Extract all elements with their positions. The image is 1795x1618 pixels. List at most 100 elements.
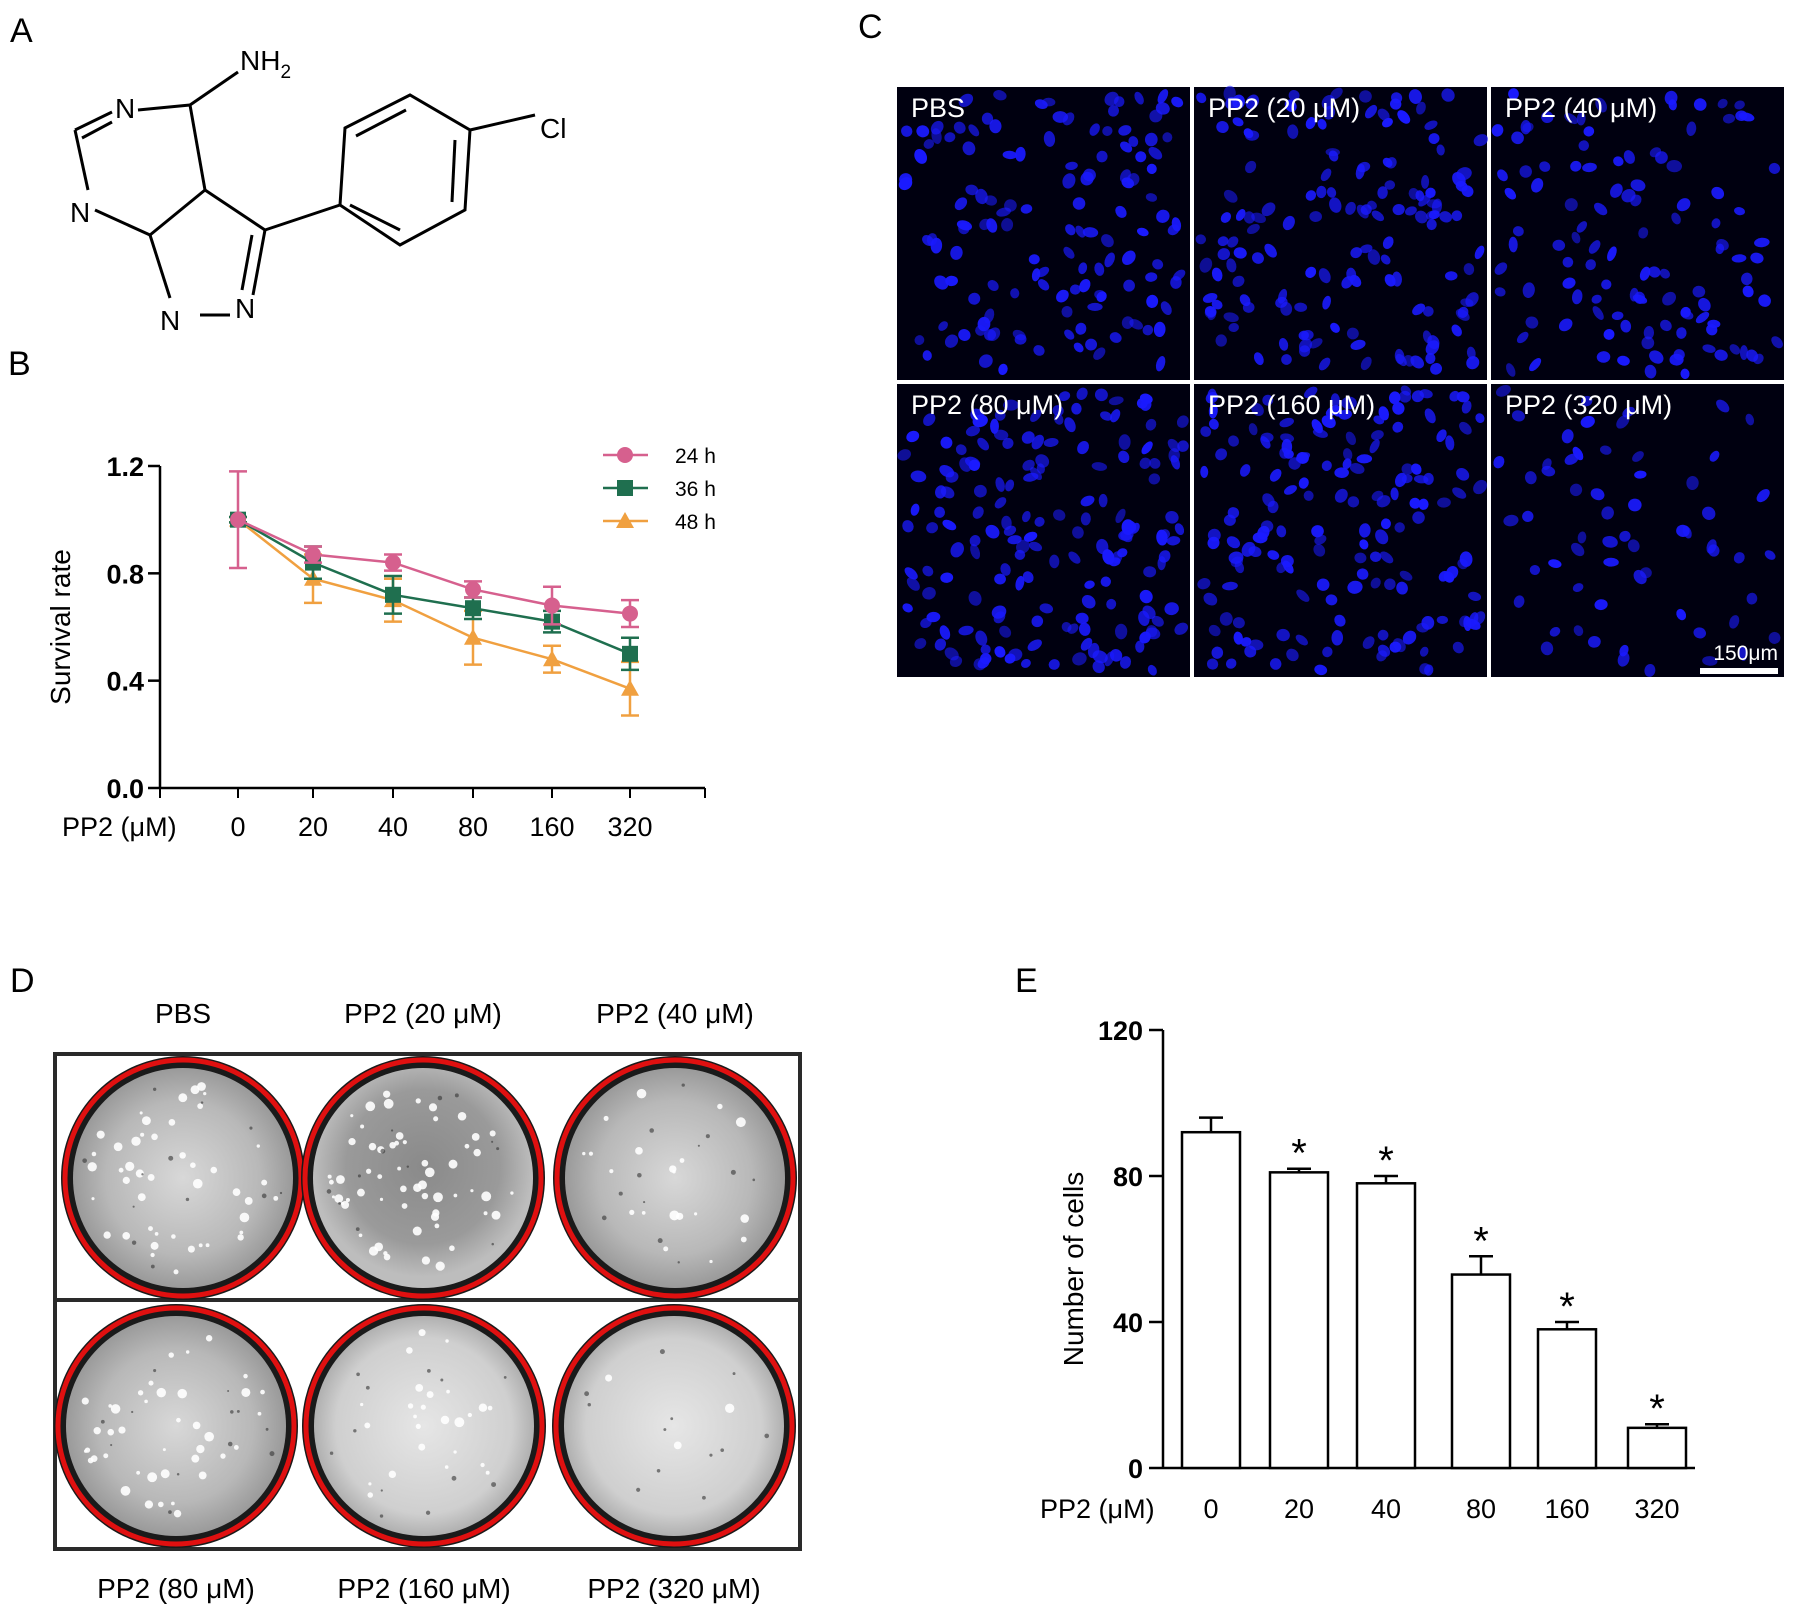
nucleus — [1072, 197, 1086, 210]
nucleus — [958, 222, 970, 235]
colony — [108, 1404, 112, 1408]
nucleus — [1109, 649, 1123, 662]
colony — [136, 1470, 141, 1475]
dish-well — [66, 1316, 286, 1536]
debris — [637, 1172, 642, 1178]
nucleus — [1350, 247, 1363, 259]
colony — [171, 1501, 175, 1506]
nucleus — [1733, 552, 1745, 564]
nucleus — [968, 124, 980, 137]
nucleus — [1233, 247, 1247, 259]
nucleus — [1422, 306, 1434, 317]
nucleus — [1146, 294, 1159, 309]
debris — [454, 1093, 459, 1098]
nucleus — [1738, 112, 1755, 122]
nucleus — [1174, 622, 1189, 635]
data-point — [544, 597, 560, 614]
x-axis-label: PP2 (μM) — [1040, 1494, 1155, 1524]
nucleus — [1416, 622, 1429, 633]
data-point — [464, 628, 482, 645]
legend-marker — [617, 447, 633, 463]
debris — [185, 1197, 190, 1202]
debris — [663, 1428, 667, 1432]
atom-n7: N — [160, 305, 180, 336]
nucleus — [1461, 185, 1474, 198]
nucleus — [1405, 206, 1417, 216]
nucleus — [1316, 578, 1330, 591]
nucleus — [1162, 132, 1173, 143]
data-point — [621, 679, 639, 696]
colony — [345, 1198, 350, 1203]
nucleus — [985, 524, 1000, 539]
nucleus — [1399, 570, 1413, 581]
nucleus — [1412, 303, 1426, 316]
nucleus — [1043, 437, 1059, 447]
micrograph-tile: PP2 (40 μM) — [1491, 87, 1784, 380]
nucleus — [981, 112, 994, 125]
nucleus — [1043, 131, 1056, 147]
dish — [61, 1056, 305, 1300]
y-tick-label: 0 — [1128, 1454, 1143, 1484]
debris — [200, 1101, 204, 1104]
nucleus — [1741, 272, 1753, 286]
nucleus — [1171, 96, 1184, 108]
cell-count-bar-chart: 0 40 80 120 0 * 20 * 40 * 80 * 160 * 320 PP2 (μM) Number… — [1040, 1016, 1695, 1524]
colony — [120, 1485, 131, 1496]
nucleus — [1276, 525, 1287, 538]
colony — [220, 1453, 226, 1459]
nucleus — [1456, 467, 1470, 481]
debris — [752, 1178, 756, 1182]
nucleus — [1305, 190, 1317, 201]
panel-letter-c: C — [858, 8, 883, 46]
nucleus — [1323, 105, 1336, 120]
nucleus — [1176, 415, 1189, 428]
nucleus — [1424, 120, 1438, 130]
nucleus — [1076, 387, 1088, 400]
nucleus — [965, 184, 979, 196]
nucleus — [1065, 161, 1078, 171]
debris — [150, 1264, 155, 1269]
colony — [481, 1191, 492, 1202]
debris — [427, 1369, 431, 1373]
colony — [257, 1411, 262, 1416]
nucleus — [1223, 514, 1236, 526]
nucleus — [1122, 250, 1136, 266]
colony — [110, 1404, 121, 1414]
atom-nh2: NH2 — [240, 45, 291, 83]
nucleus — [1519, 165, 1532, 178]
nucleus — [1475, 413, 1485, 424]
colony — [358, 1233, 363, 1238]
colony — [162, 1448, 166, 1452]
nucleus — [1426, 199, 1442, 209]
nucleus — [1276, 562, 1287, 574]
nucleus — [980, 644, 991, 655]
nucleus — [1360, 356, 1372, 371]
nucleus — [1371, 210, 1385, 222]
nucleus — [1118, 529, 1134, 541]
dish-label: PP2 (20 μM) — [344, 998, 502, 1029]
nucleus — [1085, 338, 1098, 351]
nucleus — [1244, 645, 1257, 658]
colony — [210, 1166, 218, 1174]
nucleus — [1338, 409, 1352, 420]
micrograph-tile: PP2 (160 μM) — [1194, 384, 1488, 677]
nucleus — [934, 506, 945, 518]
debris — [601, 1215, 607, 1221]
x-tick-label: 320 — [1634, 1494, 1679, 1524]
colony — [131, 1136, 141, 1146]
nucleus — [1649, 350, 1664, 364]
nucleus — [1282, 215, 1295, 231]
debris — [681, 1083, 685, 1087]
nucleus — [1052, 111, 1069, 123]
colony — [582, 1151, 586, 1156]
debris — [677, 1261, 680, 1264]
nucleus — [959, 457, 972, 472]
nucleus — [904, 567, 918, 580]
x-tick-label: 40 — [378, 812, 408, 842]
nucleus — [994, 497, 1007, 509]
colony — [491, 1210, 501, 1220]
micrograph-grid: PBS PP2 (20 μM) PP2 (40 μM) PP2 (80 μM) PP2 … — [897, 85, 1784, 677]
nucleus — [1621, 189, 1636, 203]
nucleus — [922, 565, 934, 577]
nucleus — [1092, 660, 1105, 674]
